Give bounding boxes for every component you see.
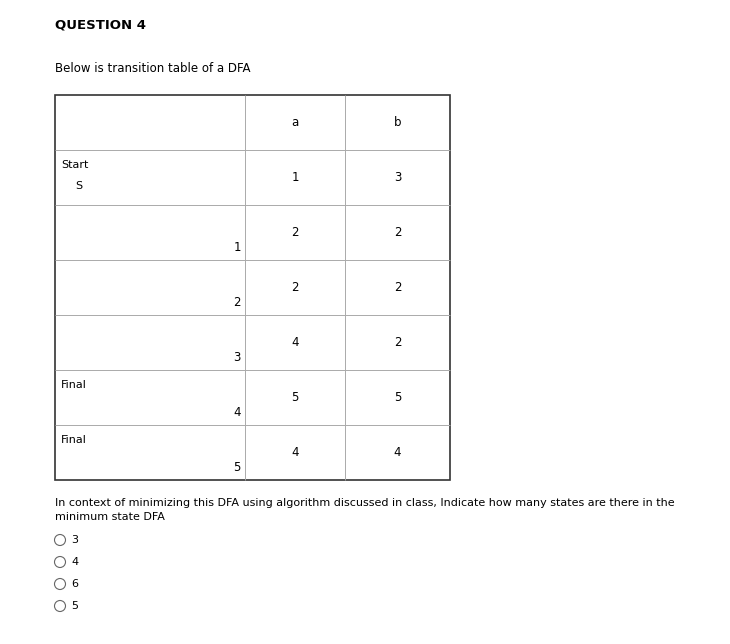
Text: 3: 3 [393,171,402,184]
Text: 2: 2 [291,226,299,239]
Text: 6: 6 [71,579,78,589]
Text: 1: 1 [234,242,241,254]
Text: 2: 2 [291,281,299,294]
Text: In context of minimizing this DFA using algorithm discussed in class, Indicate h: In context of minimizing this DFA using … [55,498,675,522]
Text: 5: 5 [71,601,78,611]
Text: Final: Final [61,381,87,390]
Text: 2: 2 [393,281,402,294]
Text: Final: Final [61,435,87,446]
Text: 3: 3 [71,535,78,545]
Text: 5: 5 [234,461,241,475]
Text: QUESTION 4: QUESTION 4 [55,18,146,31]
Text: S: S [75,181,82,191]
Text: b: b [393,116,402,129]
Text: 4: 4 [291,336,299,349]
Text: 2: 2 [393,336,402,349]
Text: 5: 5 [393,391,402,404]
Text: a: a [291,116,299,129]
Text: 2: 2 [234,296,241,309]
Text: 5: 5 [291,391,299,404]
Text: 3: 3 [234,352,241,365]
Text: 4: 4 [234,406,241,419]
Text: Start: Start [61,160,88,171]
Text: 2: 2 [393,226,402,239]
Bar [55,95,450,480]
Text: 4: 4 [393,446,402,459]
Text: 1: 1 [291,171,299,184]
Text: 4: 4 [291,446,299,459]
Text: 4: 4 [71,557,78,567]
Text: Below is transition table of a DFA: Below is transition table of a DFA [55,62,250,75]
